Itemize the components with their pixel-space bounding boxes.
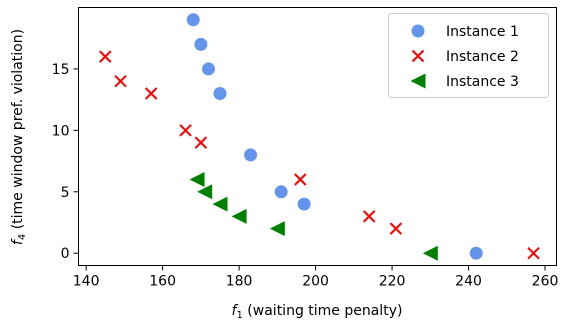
data-point-instance-2 — [362, 210, 376, 223]
data-point-instance-2 — [99, 50, 112, 63]
x-tick-label: 260 — [532, 274, 559, 290]
data-point-instance-1 — [202, 62, 216, 76]
legend-label-instance-3: Instance 3 — [446, 74, 519, 90]
data-point-instance-2 — [527, 247, 540, 260]
legend-label-instance-1: Instance 1 — [446, 24, 519, 40]
data-point-instance-3 — [197, 184, 213, 200]
x-tick-label: 160 — [149, 274, 176, 290]
data-point-instance-3 — [212, 196, 228, 212]
y-tick-label: 5 — [61, 185, 70, 201]
data-points — [99, 13, 540, 261]
x-tick-label: 220 — [379, 274, 406, 290]
data-point-instance-1 — [186, 13, 200, 27]
y-axis-label: f4 (time window pref. violation) — [10, 29, 28, 245]
legend-markers — [410, 24, 426, 89]
series-instance-1 — [186, 13, 483, 260]
legend-marker-instance-1 — [411, 24, 425, 38]
legend: Instance 1 Instance 2 Instance 3 — [388, 13, 549, 98]
legend-marker-instance-3 — [410, 73, 426, 89]
data-point-instance-2 — [294, 173, 307, 186]
y-tick-label: 0 — [61, 246, 70, 262]
x-axis-label-text: (waiting time penalty) — [243, 303, 403, 319]
data-point-instance-3 — [231, 208, 247, 224]
legend-label-instance-2: Instance 2 — [446, 49, 519, 65]
axis-ticks: 140 160 180 200 220 240 260 0 5 10 15 — [52, 62, 559, 290]
data-point-instance-3 — [189, 172, 205, 187]
data-point-instance-1 — [244, 148, 258, 162]
x-axis-label-sub: 1 — [236, 310, 242, 321]
y-axis-label-text: (time window pref. violation) — [10, 29, 26, 234]
data-point-instance-1 — [274, 185, 288, 199]
series-instance-3 — [189, 172, 438, 261]
x-axis-label-var: f — [232, 303, 239, 319]
data-point-instance-2 — [179, 124, 192, 137]
data-point-instance-2 — [389, 222, 403, 235]
plot-frame — [78, 7, 557, 266]
x-axis-label: f1 (waiting time penalty) — [232, 303, 403, 321]
data-point-instance-2 — [114, 75, 127, 88]
data-point-instance-1 — [194, 37, 208, 51]
data-point-instance-1 — [297, 197, 311, 211]
x-tick-label: 200 — [302, 274, 329, 290]
y-axis-label-var: f — [10, 238, 26, 245]
y-axis-label-sub: 4 — [17, 234, 28, 240]
data-point-instance-1 — [213, 87, 227, 100]
data-point-instance-1 — [469, 246, 483, 260]
y-tick-label: 10 — [52, 123, 70, 139]
data-point-instance-2 — [194, 136, 208, 149]
series-instance-2 — [99, 50, 540, 260]
x-tick-label: 180 — [226, 274, 253, 290]
x-tick-label: 240 — [455, 274, 482, 290]
data-point-instance-3 — [422, 245, 438, 261]
x-tick-label: 140 — [73, 274, 100, 290]
data-point-instance-2 — [144, 87, 158, 100]
y-tick-label: 15 — [52, 62, 70, 78]
data-point-instance-3 — [269, 221, 285, 237]
legend-box — [388, 13, 549, 98]
legend-marker-instance-2 — [411, 49, 425, 63]
